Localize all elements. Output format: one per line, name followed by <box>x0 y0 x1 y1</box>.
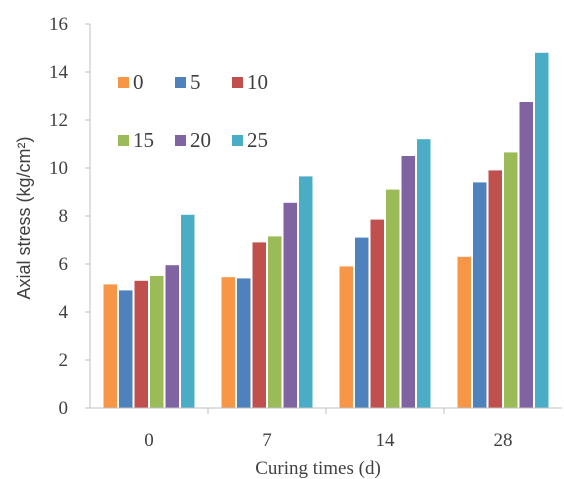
bar <box>355 237 369 408</box>
bar <box>268 236 282 408</box>
legend-item: 10 <box>232 70 268 94</box>
bar <box>417 139 431 408</box>
x-tick-label: 14 <box>376 430 396 451</box>
bar <box>119 290 133 408</box>
legend-swatch <box>118 77 129 88</box>
bar <box>181 214 195 408</box>
legend-label: 25 <box>247 128 268 152</box>
bar <box>237 278 251 408</box>
y-axis: 0 2 4 6 8 10 12 14 16 <box>49 14 91 419</box>
bar <box>488 170 502 408</box>
bar <box>401 156 415 408</box>
legend-item: 20 <box>175 128 211 152</box>
legend-item: 25 <box>232 128 268 152</box>
y-tick-label: 10 <box>49 158 68 179</box>
x-tick-label: 7 <box>262 430 272 451</box>
y-tick-label: 4 <box>59 302 69 323</box>
legend-label: 5 <box>190 70 201 94</box>
legend: 0 5 10 15 20 25 <box>118 70 268 152</box>
bar <box>150 276 164 408</box>
bar <box>283 202 297 408</box>
legend-item: 5 <box>175 70 201 94</box>
bar <box>134 280 148 408</box>
legend-label: 15 <box>133 128 154 152</box>
y-tick-label: 16 <box>49 14 68 35</box>
bar <box>103 284 117 408</box>
bar <box>457 256 471 408</box>
x-tick-label: 28 <box>494 430 513 451</box>
bar <box>299 176 313 408</box>
x-axis-title: Curing times (d) <box>255 458 381 479</box>
bars <box>103 52 549 409</box>
legend-swatch <box>118 135 129 146</box>
legend-swatch <box>175 77 186 88</box>
bar <box>504 152 518 408</box>
bar <box>535 52 549 409</box>
y-tick-label: 8 <box>59 206 69 227</box>
legend-swatch <box>232 135 243 146</box>
y-axis-title: Axial stress (kg/cm²) <box>14 136 34 299</box>
bar <box>370 219 384 408</box>
y-tick-label: 0 <box>59 398 69 419</box>
legend-item: 15 <box>118 128 154 152</box>
legend-swatch <box>175 135 186 146</box>
bar <box>221 277 235 408</box>
bar <box>473 182 487 408</box>
bar <box>339 266 353 408</box>
bar <box>386 189 400 408</box>
y-tick-label: 14 <box>49 62 69 83</box>
x-axis: 0 7 14 28 <box>90 407 562 451</box>
bar <box>165 265 179 408</box>
bar <box>252 242 266 408</box>
legend-swatch <box>232 77 243 88</box>
legend-label: 10 <box>247 70 268 94</box>
legend-label: 0 <box>133 70 144 94</box>
y-tick-label: 2 <box>59 350 69 371</box>
y-tick-label: 12 <box>49 110 68 131</box>
legend-label: 20 <box>190 128 211 152</box>
x-tick-label: 0 <box>144 430 154 451</box>
y-tick-label: 6 <box>59 254 69 275</box>
bar <box>519 102 533 408</box>
legend-item: 0 <box>118 70 144 94</box>
